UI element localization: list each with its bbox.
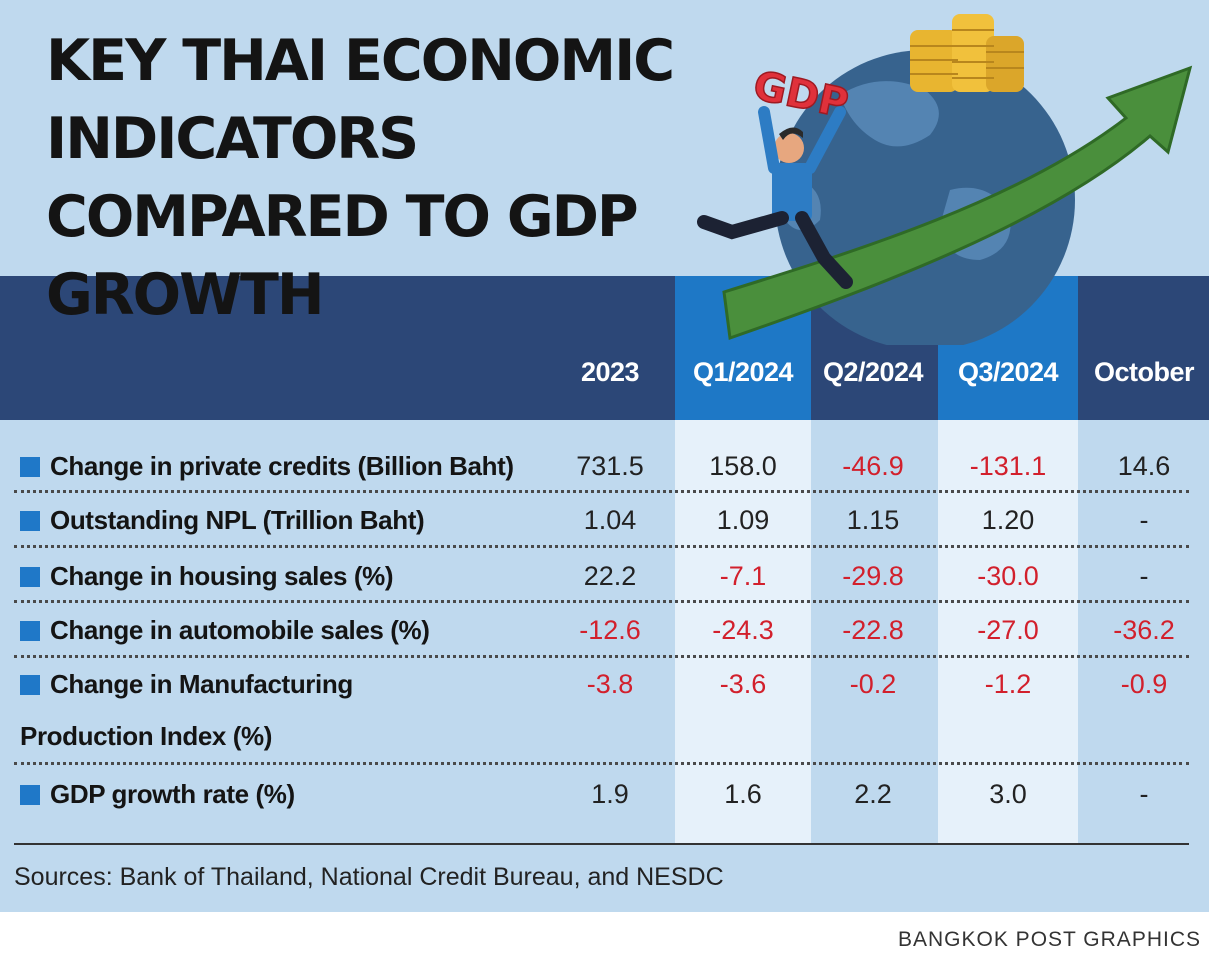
table-cell: - (1139, 779, 1149, 809)
table-cell: -131.1 (969, 451, 1047, 481)
table-cell: 14.6 (1117, 451, 1171, 481)
row-label-text: Change in housing sales (%) (50, 561, 394, 591)
row-separator (14, 762, 1189, 765)
table-cell: 1.6 (724, 779, 762, 809)
table-cell: -29.8 (842, 561, 904, 591)
row-label: Change in private credits (Billion Baht) (20, 440, 514, 492)
table-cell: 1.04 (583, 505, 637, 535)
table-cell: 1.15 (846, 505, 900, 535)
table-cell: - (1139, 561, 1149, 591)
bullet-square-icon (20, 567, 40, 587)
bullet-square-icon (20, 621, 40, 641)
row-label: Change in automobile sales (%) (20, 604, 430, 656)
table-cell: - (1139, 505, 1149, 535)
column-header: October (1093, 357, 1195, 387)
table-cell: -0.9 (1120, 669, 1168, 699)
row-label: Change in housing sales (%) (20, 550, 394, 602)
table-cell: -0.2 (849, 669, 897, 699)
bullet-square-icon (20, 785, 40, 805)
table-cell: -1.2 (984, 669, 1032, 699)
table-cell: 1.09 (716, 505, 770, 535)
table-cell: -3.6 (719, 669, 767, 699)
row-label-text: Change in Manufacturing (50, 669, 353, 699)
table-cell: 158.0 (709, 451, 777, 481)
table-cell: -27.0 (977, 615, 1039, 645)
table-cell: -3.8 (586, 669, 634, 699)
row-label: Outstanding NPL (Trillion Baht) (20, 494, 425, 546)
table-cell: -30.0 (977, 561, 1039, 591)
coin-stacks-icon (910, 14, 1024, 92)
footer-rule (14, 843, 1189, 845)
table-cell: -46.9 (842, 451, 904, 481)
sources-note: Sources: Bank of Thailand, National Cred… (14, 863, 724, 891)
row-separator (14, 600, 1189, 603)
row-separator (14, 490, 1189, 493)
table-cell: -22.8 (842, 615, 904, 645)
row-label: GDP growth rate (%) (20, 768, 295, 820)
table-cell: 22.2 (583, 561, 637, 591)
table-cell: -7.1 (719, 561, 767, 591)
table-cell: -36.2 (1113, 615, 1175, 645)
row-separator (14, 655, 1189, 658)
table-cell: 1.9 (591, 779, 629, 809)
bullet-square-icon (20, 457, 40, 477)
row-label: Change in Manufacturing Production Index … (20, 658, 353, 762)
row-label-text: GDP growth rate (%) (50, 779, 295, 809)
column-header: Q1/2024 (692, 357, 794, 387)
graphics-credit: BANGKOK POST GRAPHICS (897, 928, 1201, 951)
row-label-text: Outstanding NPL (Trillion Baht) (50, 505, 425, 535)
table-cell: 731.5 (576, 451, 644, 481)
row-separator (14, 545, 1189, 548)
bullet-square-icon (20, 511, 40, 531)
bullet-square-icon (20, 675, 40, 695)
table-cell: 2.2 (854, 779, 892, 809)
page-title: KEY THAI ECONOMIC INDICATORS COMPARED TO… (46, 28, 675, 328)
table-cell: -24.3 (712, 615, 774, 645)
table-cell: 1.20 (981, 505, 1035, 535)
table-cell: -12.6 (579, 615, 641, 645)
row-label-text: Change in private credits (Billion Baht) (50, 451, 514, 481)
businessman-icon (697, 106, 853, 289)
gdp-growth-illustration: GDP (697, 14, 1193, 345)
column-header: Q3/2024 (957, 357, 1059, 387)
column-header: Q2/2024 (822, 357, 924, 387)
column-header: 2023 (580, 357, 640, 387)
row-label-text: Production Index (%) (20, 721, 273, 751)
table-cell: 3.0 (989, 779, 1027, 809)
row-label-text: Change in automobile sales (%) (50, 615, 430, 645)
